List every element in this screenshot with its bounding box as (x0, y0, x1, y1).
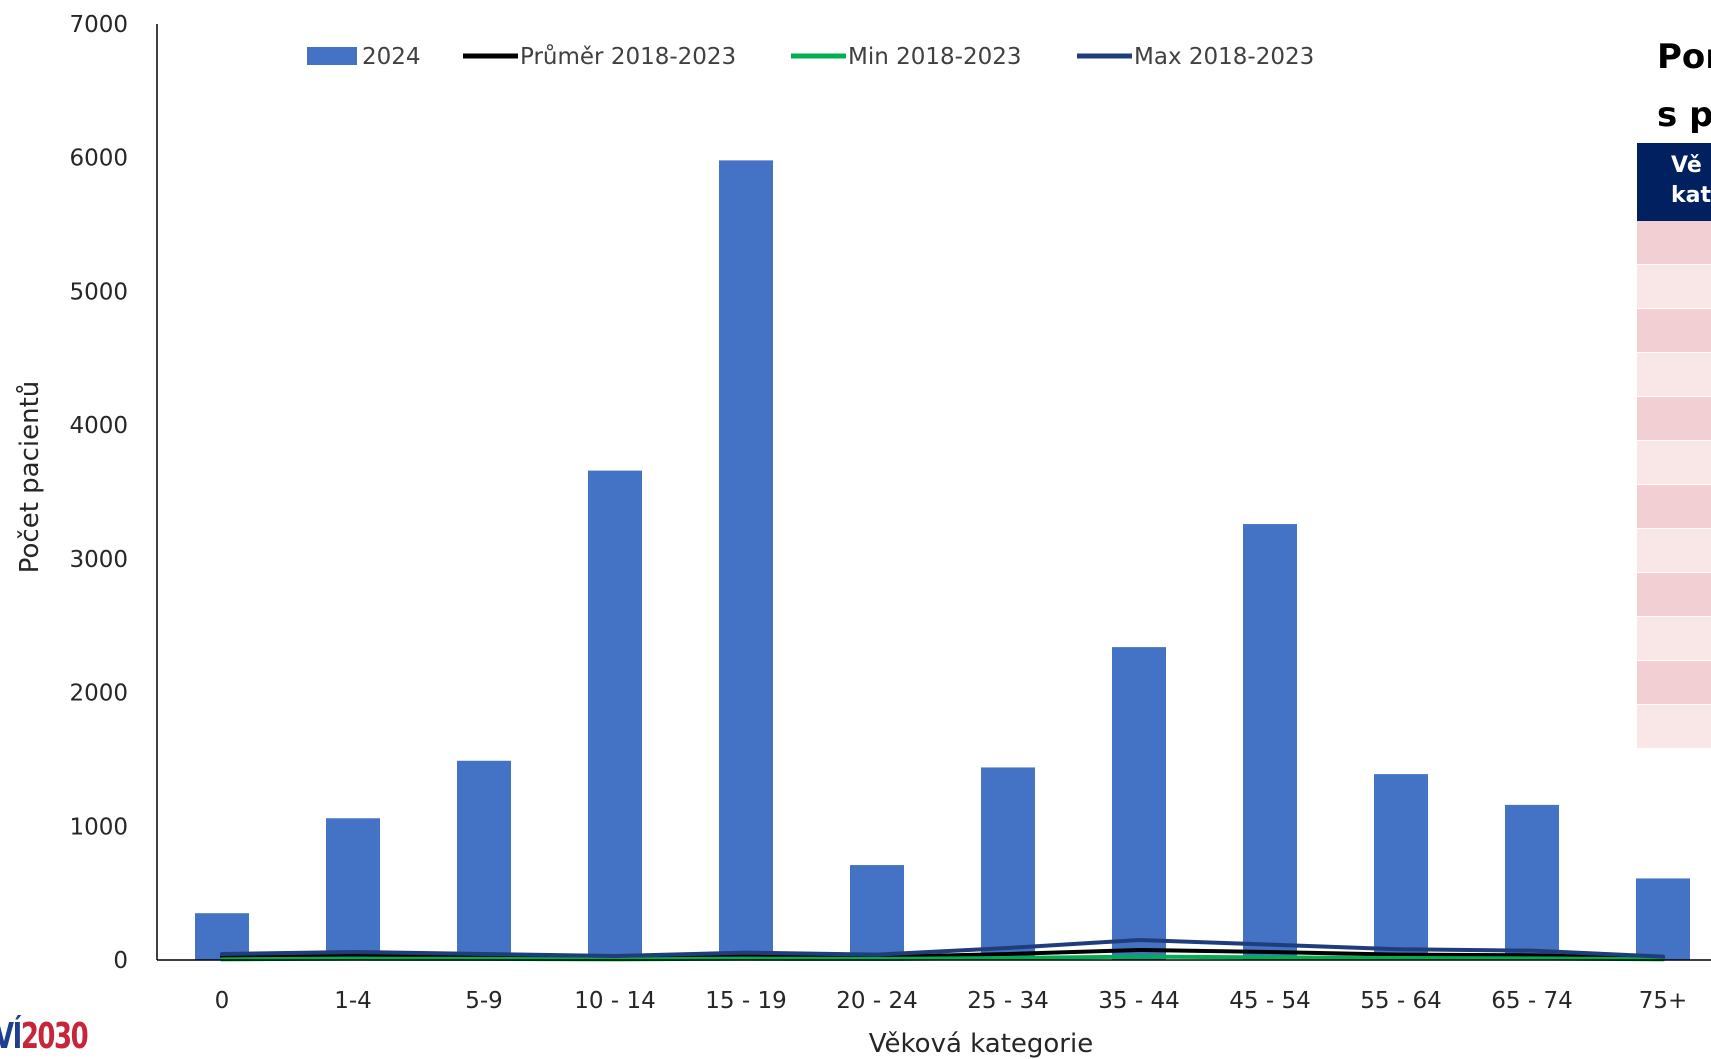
side-table-row: 45 (1637, 573, 1711, 617)
side-table-row: 25 (1637, 485, 1711, 529)
x-tick-label: 35 - 44 (1098, 988, 1179, 1014)
bar-65-74 (1505, 804, 1559, 960)
y-tick-label: 6000 (69, 146, 128, 172)
side-table-row: 65 (1637, 661, 1711, 705)
x-tick-label: 20 - 24 (836, 988, 917, 1014)
side-table-row: 1 (1637, 265, 1711, 309)
y-tick-label: 1000 (69, 814, 128, 840)
logo-text: VÍ2030 (0, 1016, 89, 1057)
side-table-header: Vě kate (1637, 143, 1711, 221)
legend-swatch-2024 (307, 47, 357, 65)
y-tick-label: 2000 (69, 681, 128, 707)
bar-55-64 (1374, 774, 1428, 960)
x-tick-label: 65 - 74 (1491, 988, 1572, 1014)
side-table-row (1637, 221, 1711, 265)
axes-layer: 0 1000 2000 3000 4000 5000 6000 7000 0 1-4 5-9 10 -… (15, 12, 1711, 1059)
side-table-header-line-2: kate (1671, 183, 1711, 208)
x-tick-label: 55 - 64 (1360, 988, 1441, 1014)
bar-25-34 (981, 767, 1035, 960)
y-tick-label: 7000 (69, 12, 128, 38)
logo: VÍ2030 (0, 1010, 90, 1059)
side-table-cell: 20 (1637, 441, 1711, 485)
bar-35-44 (1112, 647, 1166, 960)
x-tick-label: 15 - 19 (705, 988, 786, 1014)
y-tick-label: 4000 (69, 413, 128, 439)
side-title-line-2: s p (1657, 95, 1711, 135)
side-table: Vě kate 1510152025354555657 (1637, 143, 1711, 749)
side-table-row: 10 (1637, 353, 1711, 397)
side-table-row: 20 (1637, 441, 1711, 485)
side-table-header-line-1: Vě (1671, 153, 1702, 178)
line-series-min (220, 954, 1665, 962)
bar-10-14 (588, 470, 642, 960)
bar-45-54 (1243, 524, 1297, 960)
side-title-line-1: Por (1657, 37, 1711, 77)
logo-text-part-1: VÍ (0, 1016, 22, 1057)
side-table-cell: 35 (1637, 529, 1711, 573)
side-table-cell: 45 (1637, 573, 1711, 617)
x-tick-label: 0 (215, 988, 230, 1014)
x-tick-label: 75+ (1639, 988, 1688, 1014)
line-series-max (220, 937, 1665, 959)
side-table-row: 15 (1637, 397, 1711, 441)
x-tick-label: 5-9 (465, 988, 503, 1014)
lines-layer (220, 937, 1665, 962)
side-table-cell: 7 (1637, 705, 1711, 749)
side-table-cell: 5 (1637, 309, 1711, 353)
bar-20-24 (850, 865, 904, 960)
side-panel-title: Por s p (1657, 28, 1711, 144)
legend: 2024 Průměr 2018-2023 Min 2018-2023 Max 201… (307, 43, 1314, 70)
side-table-cell: 55 (1637, 617, 1711, 661)
side-table-row: 55 (1637, 617, 1711, 661)
y-tick-label: 5000 (69, 279, 128, 305)
side-table-cell: 25 (1637, 485, 1711, 529)
x-tick-label: 25 - 34 (967, 988, 1048, 1014)
side-panel: Por s p Vě kate 1510152025354555657 (1637, 20, 1711, 760)
side-table-row: 35 (1637, 529, 1711, 573)
x-tick-label: 1-4 (334, 988, 372, 1014)
legend-label-2024: 2024 (362, 44, 421, 70)
legend-label-max: Max 2018-2023 (1134, 44, 1314, 70)
y-tick-label: 0 (113, 948, 128, 974)
x-tick-label: 10 - 14 (574, 988, 655, 1014)
bar-5-9 (457, 760, 511, 960)
side-table-row: 5 (1637, 309, 1711, 353)
legend-label-min: Min 2018-2023 (848, 44, 1022, 70)
y-tick-label: 3000 (69, 547, 128, 573)
y-axis-title: Počet pacientů (15, 381, 45, 574)
bar-15-19 (719, 160, 773, 961)
side-table-cell: 15 (1637, 397, 1711, 441)
bar-75+ (1636, 878, 1690, 960)
logo-text-part-2: 2030 (20, 1016, 89, 1057)
bar-1-4 (326, 818, 380, 960)
side-table-rows: 1510152025354555657 (1637, 221, 1711, 749)
x-axis-title: Věková kategorie (869, 1029, 1093, 1059)
side-table-cell: 10 (1637, 353, 1711, 397)
bars-layer (195, 160, 1690, 961)
x-tick-label: 45 - 54 (1229, 988, 1310, 1014)
legend-label-prmr: Průměr 2018-2023 (520, 43, 736, 70)
line-series-prmr (220, 947, 1665, 960)
side-table-cell: 65 (1637, 661, 1711, 705)
side-table-row: 7 (1637, 705, 1711, 749)
side-table-cell: 1 (1637, 265, 1711, 309)
